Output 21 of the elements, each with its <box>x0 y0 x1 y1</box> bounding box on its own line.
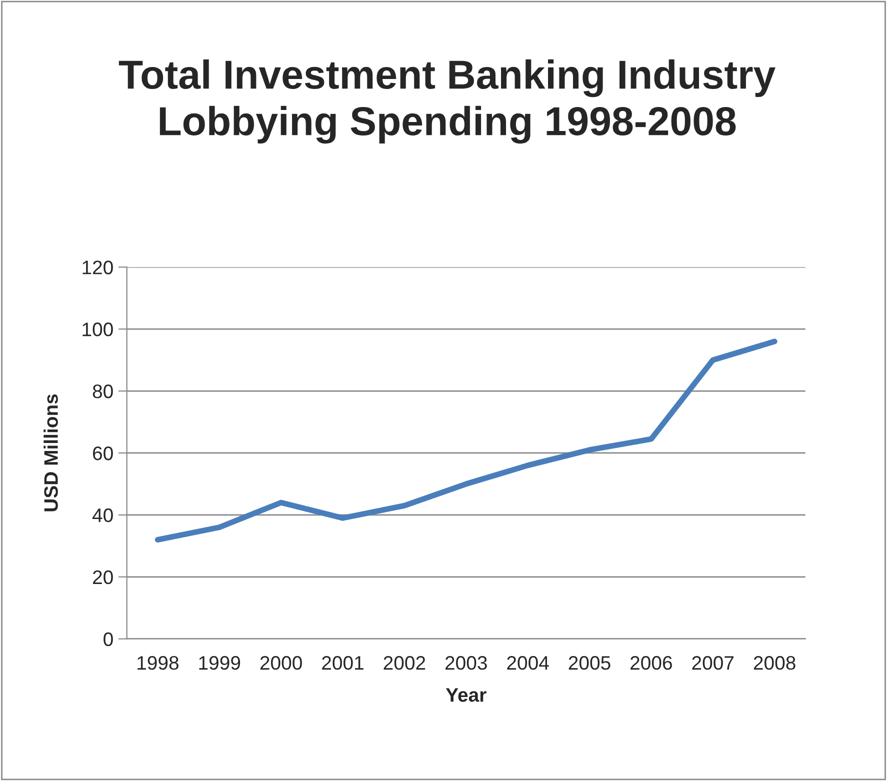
y-tick-label: 100 <box>82 322 113 336</box>
x-tick-label: 1999 <box>199 656 240 670</box>
x-tick-label: 2001 <box>322 656 364 670</box>
y-tick-label: 80 <box>92 384 113 398</box>
x-tick-label: 1998 <box>138 656 178 670</box>
chart-title: Total Investment Banking Industry Lobbying Spending 1998-2008 <box>118 59 776 144</box>
x-tick-label: 2007 <box>692 656 734 670</box>
x-tick-label: 2004 <box>507 656 549 670</box>
y-axis-title: USD Millions <box>44 394 58 512</box>
x-tick-label: 2008 <box>754 656 796 670</box>
x-tick-label: 2002 <box>384 656 426 670</box>
y-tick-label: 60 <box>93 446 113 460</box>
x-tick-label: 2005 <box>568 656 610 670</box>
x-tick-label: 2003 <box>445 656 487 670</box>
y-tick-label: 20 <box>93 570 113 584</box>
x-tick-label: 2000 <box>260 656 302 670</box>
x-axis-title: Year <box>446 688 486 702</box>
y-tick-label: 40 <box>92 508 113 522</box>
x-tick-label: 2006 <box>630 656 672 670</box>
y-tick-label: 120 <box>82 260 113 274</box>
y-tick-label: 0 <box>104 632 113 646</box>
